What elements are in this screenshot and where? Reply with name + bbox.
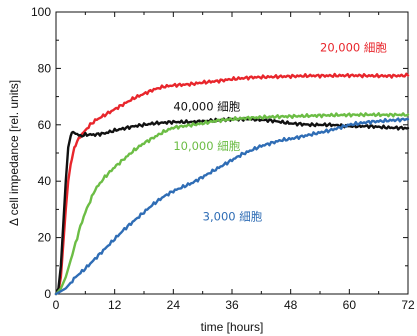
x-tick-label: 0 bbox=[53, 298, 60, 312]
y-tick-label: 20 bbox=[38, 231, 52, 245]
y-tick-label: 80 bbox=[38, 61, 52, 75]
y-tick-label: 60 bbox=[38, 118, 52, 132]
y-tick-label: 100 bbox=[31, 5, 51, 19]
x-tick-label: 48 bbox=[284, 298, 298, 312]
series-label-3: 10,000 細胞 bbox=[173, 139, 240, 153]
series-label-4: 3,000 細胞 bbox=[203, 210, 263, 224]
y-tick-label: 0 bbox=[44, 287, 51, 301]
x-tick-label: 60 bbox=[343, 298, 357, 312]
x-tick-label: 72 bbox=[401, 298, 415, 312]
x-tick-label: 36 bbox=[225, 298, 239, 312]
y-tick-label: 40 bbox=[38, 174, 52, 188]
x-tick-label: 12 bbox=[108, 298, 122, 312]
series-line-1 bbox=[54, 72, 410, 296]
series-line-3 bbox=[54, 112, 410, 296]
y-axis-title: Δ cell impedance [rel. units] bbox=[7, 80, 21, 226]
series-label-2: 40,000 細胞 bbox=[173, 100, 240, 114]
x-tick-label: 24 bbox=[167, 298, 181, 312]
series-label-1: 20,000 細胞 bbox=[320, 40, 387, 54]
x-axis-title: time [hours] bbox=[201, 320, 264, 334]
series-line-4 bbox=[54, 117, 410, 296]
series-line-2 bbox=[54, 116, 410, 296]
